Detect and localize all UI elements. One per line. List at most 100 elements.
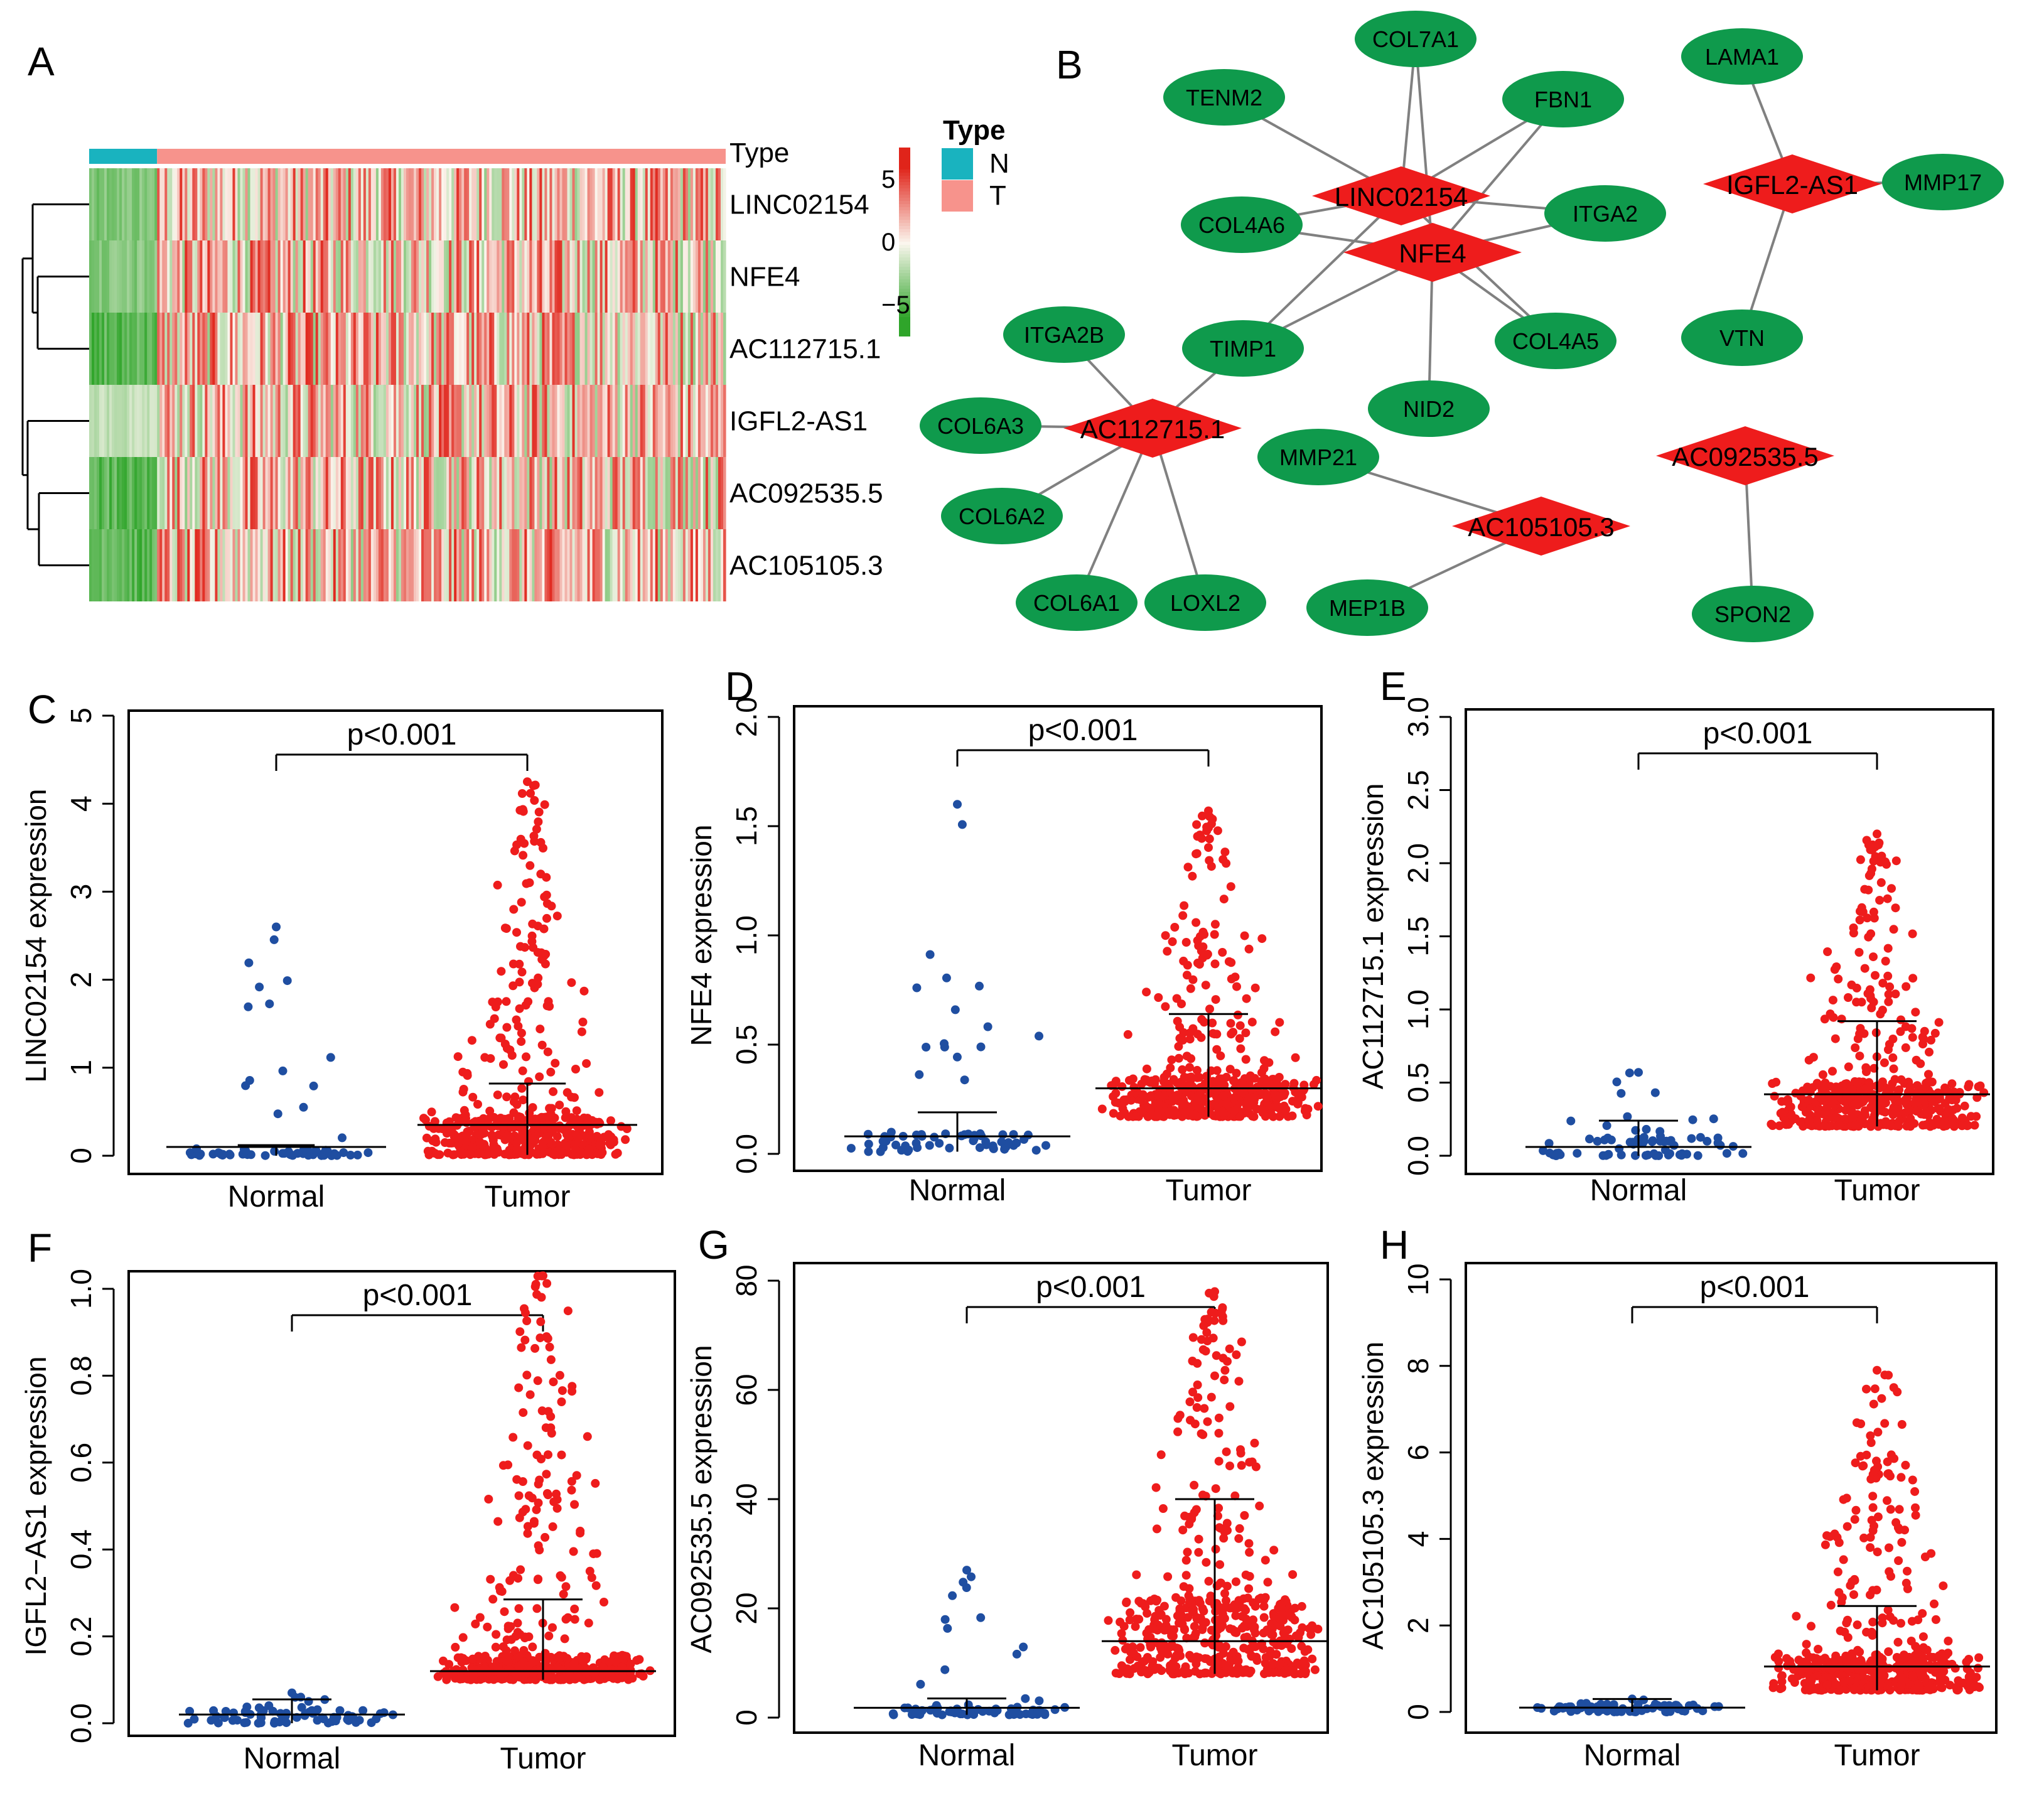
data-point — [1867, 864, 1876, 874]
heat-cell — [710, 240, 714, 313]
heat-cell — [257, 240, 261, 313]
heat-cell — [398, 529, 402, 601]
heat-cell — [107, 529, 110, 601]
heat-cell — [562, 529, 566, 601]
heat-cell — [622, 240, 626, 313]
data-point — [1000, 1144, 1009, 1154]
network-node-hub: LINC02154 — [1312, 166, 1490, 225]
heat-cell — [449, 240, 452, 313]
data-point — [1722, 1149, 1731, 1158]
data-point — [1194, 1547, 1203, 1557]
data-point — [1891, 989, 1900, 999]
heat-cell — [167, 529, 170, 601]
data-point — [1643, 1150, 1652, 1160]
data-point — [434, 1124, 443, 1133]
normal-points — [1533, 1694, 1723, 1716]
heat-cell — [282, 385, 286, 457]
network-node-ellipse — [941, 488, 1063, 544]
heat-cell — [119, 385, 122, 457]
heat-cell — [524, 240, 527, 313]
colorbar-step — [899, 163, 910, 167]
network-node-label: LAMA1 — [1705, 44, 1779, 70]
data-point — [456, 1147, 465, 1156]
heat-cell — [270, 240, 274, 313]
data-point — [1949, 1106, 1958, 1114]
heat-cell — [665, 385, 669, 457]
heat-cell — [487, 240, 490, 313]
heat-cell — [697, 168, 701, 240]
data-point — [925, 1141, 934, 1150]
data-point — [1193, 1393, 1203, 1402]
data-point — [1244, 944, 1254, 954]
data-point — [542, 913, 551, 923]
heat-cell — [207, 385, 210, 457]
heat-cell — [104, 457, 107, 529]
heat-cell — [635, 457, 638, 529]
data-point — [1912, 1055, 1921, 1065]
heat-cell — [527, 313, 530, 385]
heat-cell — [169, 385, 173, 457]
heat-cell — [695, 313, 699, 385]
heat-cell — [587, 240, 591, 313]
data-point — [957, 820, 967, 829]
data-point — [1677, 1151, 1686, 1160]
heat-cell — [567, 385, 571, 457]
heat-cell — [175, 168, 178, 240]
heat-cell — [672, 457, 676, 529]
data-point — [269, 935, 279, 944]
data-point — [309, 1081, 318, 1090]
data-point — [427, 1107, 436, 1117]
heat-cell — [305, 529, 309, 601]
heat-cell — [612, 457, 616, 529]
heat-cell — [358, 529, 362, 601]
heat-cell — [446, 457, 449, 529]
heat-cell — [180, 168, 183, 240]
data-point — [503, 1131, 512, 1141]
heat-cell — [222, 240, 226, 313]
heatmap-gene-label-5: AC105105.3 — [729, 551, 883, 581]
heat-cell — [667, 240, 671, 313]
legend-title: Type — [943, 115, 1005, 146]
heat-cell — [265, 240, 269, 313]
data-point — [1146, 1105, 1155, 1114]
network-edge — [1414, 38, 1434, 253]
heat-cell — [416, 385, 419, 457]
colorbar-step — [899, 257, 910, 261]
heat-cell — [403, 313, 407, 385]
heat-cell — [378, 529, 382, 601]
data-point — [864, 1147, 873, 1156]
heat-cell — [718, 385, 721, 457]
heat-cell — [406, 168, 409, 240]
heat-cell — [627, 529, 631, 601]
heat-cell — [182, 385, 185, 457]
data-point — [1200, 1669, 1209, 1678]
data-point-max — [1634, 1068, 1643, 1077]
heat-cell — [652, 240, 656, 313]
heat-cell — [129, 240, 132, 313]
y-tick-label: 2.0 — [730, 697, 763, 737]
heat-cell — [662, 313, 666, 385]
heat-cell — [255, 385, 259, 457]
heat-cell — [657, 457, 661, 529]
heat-cell — [411, 313, 414, 385]
heat-cell — [245, 457, 249, 529]
heat-cell — [169, 313, 173, 385]
heat-cell — [660, 529, 664, 601]
heat-cell — [559, 457, 563, 529]
network-node-label: COL4A5 — [1512, 328, 1599, 354]
heat-cell — [675, 457, 679, 529]
heat-cell — [298, 313, 301, 385]
heat-cell — [662, 385, 666, 457]
data-point — [1960, 1101, 1969, 1111]
heat-cell — [212, 168, 215, 240]
heat-cell — [134, 457, 137, 529]
data-point — [522, 1316, 532, 1325]
heat-cell — [707, 529, 711, 601]
data-point — [1220, 1365, 1230, 1375]
heat-cell — [298, 457, 301, 529]
data-point — [1883, 971, 1893, 981]
x-tick-label-normal: Normal — [228, 1180, 325, 1213]
data-point — [508, 1433, 518, 1442]
data-point — [1204, 1576, 1213, 1586]
data-point — [1231, 1577, 1240, 1586]
